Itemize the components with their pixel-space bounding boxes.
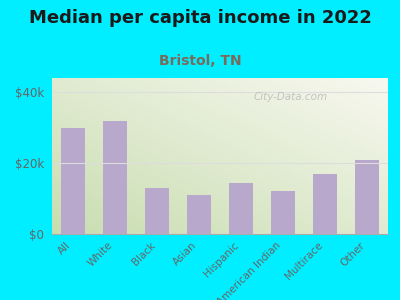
Text: City-Data.com: City-Data.com [254,92,328,102]
Bar [230,183,252,234]
Bar [314,174,336,234]
Bar [188,195,210,234]
Bar [272,191,294,234]
Text: Median per capita income in 2022: Median per capita income in 2022 [28,9,372,27]
Bar [146,188,168,234]
Text: Bristol, TN: Bristol, TN [159,54,241,68]
Bar [356,160,378,234]
Bar [62,128,84,234]
Bar [104,121,126,234]
